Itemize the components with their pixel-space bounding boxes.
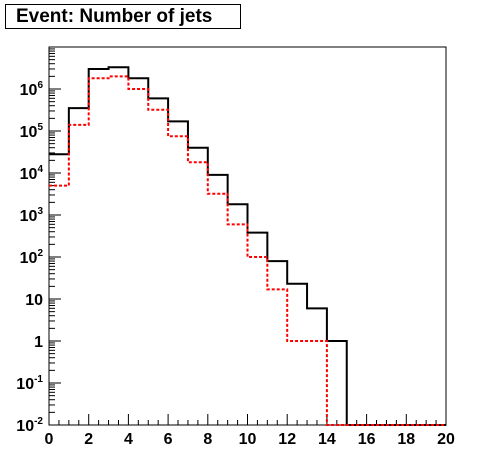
y-tick-label: 10 (25, 292, 43, 309)
x-tick-label: 8 (203, 431, 212, 448)
x-tick-label: 2 (84, 431, 93, 448)
x-tick-label: 4 (124, 431, 133, 448)
x-tick-label: 0 (45, 431, 54, 448)
x-tick-label: 18 (397, 431, 415, 448)
x-tick-label: 6 (164, 431, 173, 448)
tick-labels: 0 2 4 6 8 10 12 14 16 18 20 10-2 10-1 1 10 102 103 104 105… (16, 80, 455, 448)
chart-title-box: Event: Number of jets (5, 4, 241, 29)
y-tick-label: 1 (34, 334, 43, 351)
y-tick-label: 106 (20, 80, 44, 99)
chart-title: Event: Number of jets (16, 6, 213, 27)
x-tick-label: 10 (239, 431, 257, 448)
y-tick-label: 105 (20, 122, 44, 141)
axes (48, 46, 447, 426)
y-tick-label: 104 (20, 164, 44, 183)
y-tick-label: 102 (20, 248, 44, 267)
x-tick-label: 16 (358, 431, 376, 448)
histogram-series-2 (49, 75, 446, 426)
x-tick-label: 20 (437, 431, 455, 448)
histogram-series-1 (49, 66, 446, 426)
series-layer (49, 66, 446, 426)
x-tick-label: 14 (318, 431, 336, 448)
y-tick-label: 10-1 (16, 374, 43, 393)
y-tick-label: 10-2 (16, 416, 43, 435)
y-tick-label: 103 (20, 206, 44, 225)
x-tick-label: 12 (278, 431, 296, 448)
